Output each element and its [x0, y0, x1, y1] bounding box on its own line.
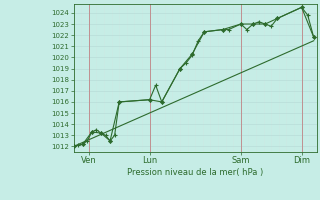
X-axis label: Pression niveau de la mer( hPa ): Pression niveau de la mer( hPa ) — [127, 168, 263, 177]
